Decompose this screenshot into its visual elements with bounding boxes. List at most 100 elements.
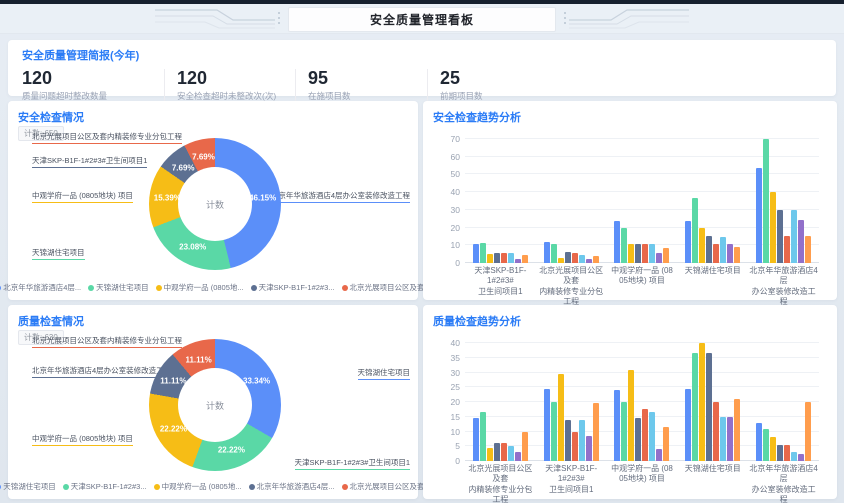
safety-trend-xaxis: 天津SKP-B1F-1#2#3# 卫生间项目1 北京光展项目公区及套 内精装修专业分包… — [465, 266, 819, 308]
legend-dot-icon — [248, 483, 255, 490]
legend-label: 北京年华旅游酒店4层... — [3, 283, 82, 292]
x-axis-category-label: 北京年华旅游酒店4层 办公室装修改造工程 — [748, 464, 819, 503]
bar-group — [685, 139, 741, 263]
safety-donut-chart[interactable]: 计数 46.15% 23.08% 15.39% 7.69% 7.69% — [149, 138, 281, 270]
legend-label: 天津SKP-B1F-1#2#3... — [70, 482, 147, 491]
legend-dot-icon — [62, 483, 69, 490]
quality-trend-xaxis: 北京光展项目公区及套 内精装修专业分包工程 天津SKP-B1F-1#2#3# 卫生间项… — [465, 464, 819, 503]
bar-2022-01 — [507, 253, 514, 263]
legend-label: 北京光展项目公区及套... — [349, 283, 431, 292]
x-axis-label-line: 中观学府一品 (08 — [611, 266, 673, 275]
y-axis-tick: 0 — [455, 258, 460, 268]
bar-2022-02 — [656, 253, 663, 263]
kpi-value: 120 — [22, 68, 53, 88]
bar-2021-08 — [472, 418, 479, 461]
bar-2021-11 — [493, 443, 500, 461]
kpi-early-projects: 25 前期项目数 — [427, 69, 567, 102]
bar-2021-08 — [614, 220, 621, 263]
quality-donut-chart[interactable]: 计数 33.34% 22.22% 22.22% 11.11% 11.11% — [149, 339, 281, 471]
bar-group — [543, 343, 599, 461]
bar-2022-02 — [656, 449, 663, 461]
bar-2021-11 — [706, 353, 713, 461]
legend-item[interactable]: 北京光展项目公区及套... — [341, 282, 431, 293]
legend-item[interactable]: 北京年华旅游酒店4层... — [0, 282, 81, 293]
pie-percent-label: 33.34% — [242, 376, 271, 386]
legend-item[interactable]: 天锦湖住宅项目 — [0, 481, 56, 492]
legend-item[interactable]: 北京年华旅游酒店4层... — [248, 481, 335, 492]
bar-2021-12 — [713, 402, 720, 461]
x-axis-label-line: 办公室装修改造工程 — [751, 286, 816, 307]
legend-label: 天津SKP-B1F-1#2#3... — [258, 283, 335, 292]
y-axis-tick: 40 — [450, 338, 460, 348]
gridline — [465, 138, 819, 139]
y-axis-tick: 40 — [450, 187, 460, 198]
x-axis-label-line: 卫生间项目1 — [478, 286, 523, 296]
pie-percent-label: 46.15% — [249, 193, 277, 203]
dots-decoration — [564, 12, 566, 24]
x-axis-label-line: 05地块) 项目 — [619, 474, 665, 484]
pie-callout: 天锦湖住宅项目 — [32, 247, 85, 260]
safety-pie-legend: 北京年华旅游酒店4层... 天锦湖住宅项目 中观学府一品 (0805地... 天津SK… — [0, 282, 431, 293]
bar-2021-10 — [557, 257, 564, 263]
pie-percent-label: 11.11% — [185, 355, 212, 365]
x-axis-label-line: 天锦湖住宅项目 — [684, 266, 741, 275]
gridline — [465, 386, 819, 388]
bar-2021-12 — [500, 443, 507, 461]
pie-percent-label: 22.22% — [217, 445, 245, 455]
pie-callout: 北京光展项目公区及套内精装修专业分包工程 — [32, 335, 182, 348]
safety-trend-card: 安全检查趋势分析 0 10 20 30 40 50 60 70 天津SKP-B1F-1#2#3… — [423, 101, 837, 333]
circuit-decoration-right — [569, 9, 689, 29]
bar-2021-11 — [706, 235, 713, 263]
kpi-quality-overdue: 120 质量问题超时整改数量 — [22, 69, 164, 102]
legend-label: 中观学府一品 (0805地... — [161, 482, 242, 491]
x-axis-category-label: 中观学府一品 (08 05地块) 项目 — [607, 266, 678, 308]
safety-trend-plot[interactable]: 0 10 20 30 40 50 60 70 — [451, 134, 819, 268]
legend-label: 天锦湖住宅项目 — [96, 283, 149, 292]
legend-dot-icon — [250, 284, 257, 291]
bar-2021-12 — [642, 409, 649, 461]
legend-item[interactable]: 北京光展项目公区及套... — [341, 481, 431, 492]
bar-group — [756, 139, 812, 263]
legend-item[interactable]: 天津SKP-B1F-1#2#3... — [250, 282, 335, 293]
legend-item[interactable]: 天锦湖住宅项目 — [88, 282, 149, 293]
bar-2022-02 — [585, 258, 592, 263]
page-title: 安全质量管理看板 — [288, 7, 556, 32]
quality-trend-plot[interactable]: 0 5 10 15 20 25 30 35 40 — [451, 338, 819, 466]
bar-2021-11 — [777, 444, 784, 461]
circuit-decoration-left — [155, 9, 275, 29]
bar-2021-09 — [550, 244, 557, 263]
bar-2022-03 — [663, 427, 670, 461]
bar-2021-10 — [770, 192, 777, 263]
x-axis-label-line: 05地块) 项目 — [619, 276, 665, 286]
bar-groups — [465, 343, 819, 461]
y-axis-tick: 25 — [450, 382, 460, 393]
y-axis-tick: 50 — [450, 169, 460, 180]
bar-2022-02 — [798, 453, 805, 461]
legend-dot-icon — [155, 284, 162, 291]
legend-item[interactable]: 天津SKP-B1F-1#2#3... — [62, 481, 147, 492]
legend-item[interactable]: 中观学府一品 (0805地... — [153, 481, 242, 492]
bar-2021-10 — [699, 227, 706, 263]
quality-pie-card: 质量检查情况 计数: 630 北京光展项目公区及套内精装修专业分包工程 北京年华… — [0, 305, 431, 499]
bar-2021-08 — [685, 388, 692, 461]
gridline — [465, 371, 819, 373]
legend-label: 天锦湖住宅项目 — [3, 482, 56, 491]
bar-2021-10 — [628, 369, 635, 461]
pie-percent-label: 15.39% — [153, 193, 181, 203]
x-axis-category-label: 北京光展项目公区及套 内精装修专业分包工程 — [465, 464, 536, 503]
gridline — [465, 226, 819, 228]
y-axis-tick: 0 — [455, 456, 460, 466]
kpi-label: 前期项目数 — [440, 90, 483, 101]
bar-2021-12 — [571, 431, 578, 461]
x-axis-category-label: 天津SKP-B1F-1#2#3# 卫生间项目1 — [465, 266, 536, 308]
legend-item[interactable]: 中观学府一品 (0805地... — [155, 282, 244, 293]
bar-2021-11 — [564, 251, 571, 263]
bar-2021-09 — [550, 402, 557, 461]
y-axis-tick: 20 — [450, 222, 460, 233]
bar-2022-01 — [720, 416, 727, 461]
gridline — [465, 262, 819, 263]
safety-trend-title: 安全检查趋势分析 — [433, 112, 521, 124]
bar-2022-03 — [592, 255, 599, 263]
y-axis-tick: 70 — [450, 134, 460, 144]
y-axis-tick: 15 — [450, 411, 460, 422]
